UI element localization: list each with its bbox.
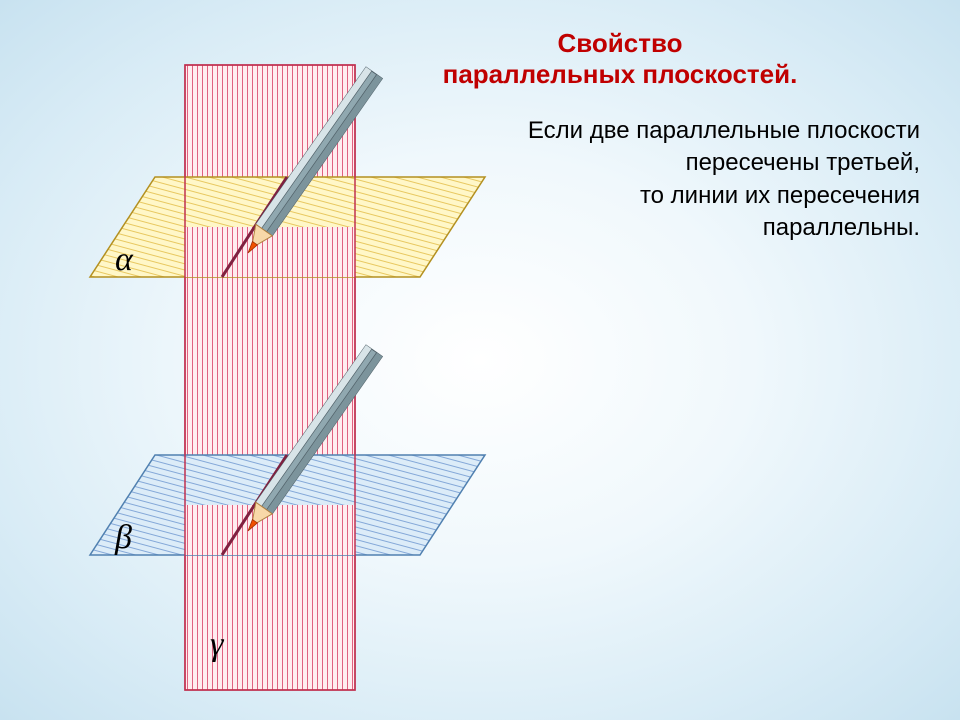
body-text: Если две параллельные плоскости пересече… — [390, 115, 920, 245]
title-line-1: Свойство — [320, 28, 920, 59]
label-alpha: α — [115, 241, 134, 278]
body-line-2: пересечены третьей, — [390, 147, 920, 179]
title-block: Свойство параллельных плоскостей. — [320, 28, 920, 90]
body-line-3: то линии их пересечения — [390, 180, 920, 212]
body-line-4: параллельны. — [390, 212, 920, 244]
intersection-line-alpha — [222, 177, 287, 277]
plane-gamma — [185, 65, 355, 690]
plane-beta — [90, 455, 485, 555]
intersection-line-beta — [222, 455, 287, 555]
pencil-alpha — [240, 67, 383, 259]
pencil-beta — [240, 345, 383, 537]
body-line-1: Если две параллельные плоскости — [390, 115, 920, 147]
geometry-diagram: α β γ — [0, 0, 960, 720]
label-beta: β — [114, 519, 132, 556]
label-gamma: γ — [210, 626, 225, 663]
title-line-2: параллельных плоскостей. — [320, 59, 920, 90]
